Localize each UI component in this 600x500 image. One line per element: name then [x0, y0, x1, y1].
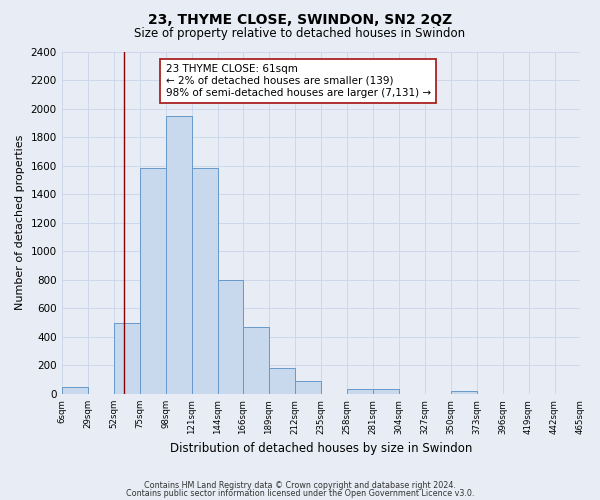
Text: Contains public sector information licensed under the Open Government Licence v3: Contains public sector information licen…	[126, 489, 474, 498]
X-axis label: Distribution of detached houses by size in Swindon: Distribution of detached houses by size …	[170, 442, 472, 455]
Y-axis label: Number of detached properties: Number of detached properties	[15, 135, 25, 310]
Bar	[242, 327, 269, 394]
Bar	[295, 381, 320, 394]
Bar	[113, 322, 140, 394]
Bar	[166, 116, 191, 394]
Bar	[218, 280, 242, 394]
Bar	[451, 391, 476, 394]
Bar	[269, 368, 295, 394]
Bar	[140, 168, 166, 394]
Bar	[191, 168, 218, 394]
Bar	[62, 387, 88, 394]
Text: Contains HM Land Registry data © Crown copyright and database right 2024.: Contains HM Land Registry data © Crown c…	[144, 480, 456, 490]
Bar	[373, 389, 398, 394]
Text: 23, THYME CLOSE, SWINDON, SN2 2QZ: 23, THYME CLOSE, SWINDON, SN2 2QZ	[148, 12, 452, 26]
Text: 23 THYME CLOSE: 61sqm
← 2% of detached houses are smaller (139)
98% of semi-deta: 23 THYME CLOSE: 61sqm ← 2% of detached h…	[166, 64, 431, 98]
Text: Size of property relative to detached houses in Swindon: Size of property relative to detached ho…	[134, 28, 466, 40]
Bar	[347, 389, 373, 394]
